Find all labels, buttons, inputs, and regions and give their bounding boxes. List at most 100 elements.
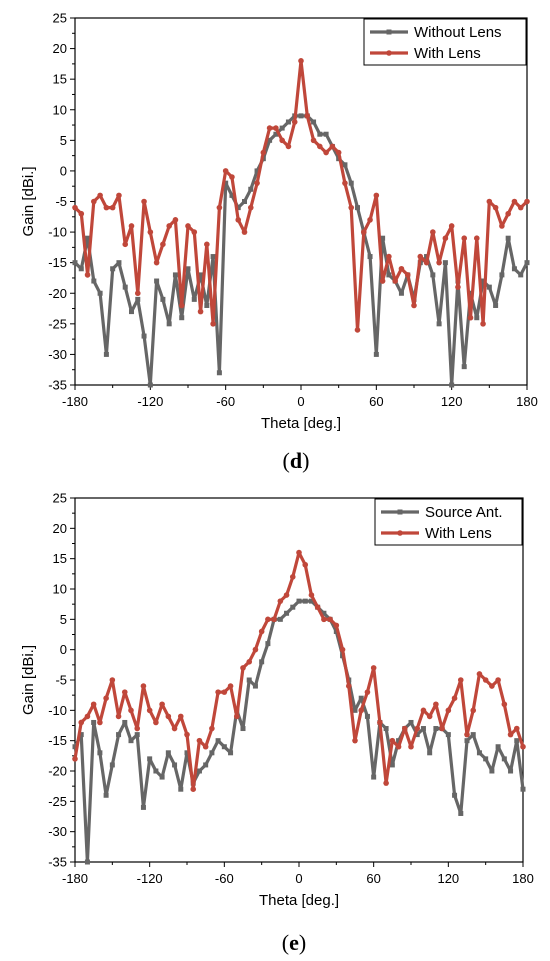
data-point [364, 689, 371, 695]
y-tick-label: 20 [53, 521, 67, 536]
data-point [389, 762, 395, 768]
data-point [505, 210, 511, 217]
series-with-lens [72, 58, 530, 333]
data-point [246, 659, 253, 665]
data-point [430, 272, 436, 278]
data-point [228, 750, 234, 756]
data-point [339, 646, 346, 653]
data-point [235, 217, 242, 223]
data-point [342, 162, 348, 168]
data-point [84, 272, 91, 278]
data-point [185, 266, 191, 272]
data-point [146, 707, 153, 714]
y-tick-label: 25 [53, 11, 67, 26]
x-tick-label: 60 [369, 394, 383, 409]
data-point [209, 750, 215, 756]
data-point [495, 744, 501, 750]
data-point [141, 198, 147, 205]
y-tick-label: -10 [48, 703, 67, 718]
data-point [240, 726, 246, 732]
data-point [103, 695, 109, 701]
data-point [489, 768, 495, 774]
data-point [458, 810, 464, 816]
y-tick-label: -30 [48, 347, 67, 362]
data-point [85, 235, 91, 241]
y-tick-label: 5 [60, 133, 67, 148]
data-point [348, 180, 354, 186]
data-point [229, 174, 235, 180]
data-point [179, 315, 185, 321]
data-point [451, 695, 458, 701]
data-point [327, 616, 333, 623]
y-tick-label: 15 [53, 551, 67, 566]
data-point [380, 235, 386, 241]
data-point [445, 732, 451, 738]
data-point [329, 143, 336, 150]
data-point [172, 217, 179, 223]
data-point [204, 241, 210, 248]
data-point [304, 113, 311, 119]
data-point [501, 701, 508, 708]
x-tick-label: 180 [512, 871, 534, 886]
data-point [436, 321, 442, 327]
data-point [476, 750, 482, 756]
data-point [461, 235, 468, 241]
y-tick-label: -15 [48, 733, 67, 748]
legend-entry-label: With Lens [425, 525, 492, 542]
y-tick-label: -30 [48, 824, 67, 839]
data-point [511, 198, 518, 205]
data-point [411, 302, 417, 309]
data-point [221, 689, 228, 695]
data-point [209, 725, 215, 732]
legend-swatch-marker [386, 29, 392, 35]
data-point [121, 689, 128, 695]
y-tick-label: 25 [53, 491, 67, 506]
data-point [308, 592, 315, 598]
data-point [386, 253, 392, 260]
data-point [109, 762, 115, 768]
data-point [470, 707, 477, 714]
x-tick-label: 180 [516, 394, 538, 409]
data-point [445, 707, 452, 714]
data-point [383, 780, 389, 786]
data-point [252, 683, 258, 689]
data-point [227, 683, 234, 689]
data-point [296, 598, 302, 604]
data-point [279, 125, 285, 131]
data-point [373, 351, 379, 357]
data-point [153, 768, 159, 774]
data-point [178, 786, 184, 792]
data-point [271, 616, 277, 623]
data-point [511, 266, 517, 272]
data-point [216, 370, 222, 376]
data-point [335, 149, 342, 156]
data-point [240, 665, 246, 671]
y-tick-label: 10 [53, 102, 67, 117]
data-point [72, 204, 78, 211]
data-point [467, 314, 474, 321]
data-point [383, 726, 389, 732]
y-tick-label: -25 [48, 316, 67, 331]
data-point [84, 859, 90, 865]
data-point [172, 762, 178, 768]
data-point [398, 265, 405, 272]
data-point [191, 229, 198, 235]
data-point [373, 192, 380, 199]
data-point [279, 137, 285, 144]
y-tick-label: 20 [53, 41, 67, 56]
data-point [370, 665, 377, 671]
y-tick-label: 5 [60, 612, 67, 627]
data-point [284, 610, 290, 616]
data-point [398, 290, 404, 296]
data-point [448, 223, 455, 229]
x-tick-label: -180 [62, 394, 88, 409]
data-point [426, 713, 433, 720]
data-point [518, 272, 524, 278]
data-point [277, 616, 283, 622]
data-point [140, 804, 146, 810]
data-point [358, 707, 365, 714]
data-point [524, 260, 530, 266]
data-point [277, 598, 284, 604]
data-point [265, 641, 271, 647]
data-point [455, 284, 461, 290]
